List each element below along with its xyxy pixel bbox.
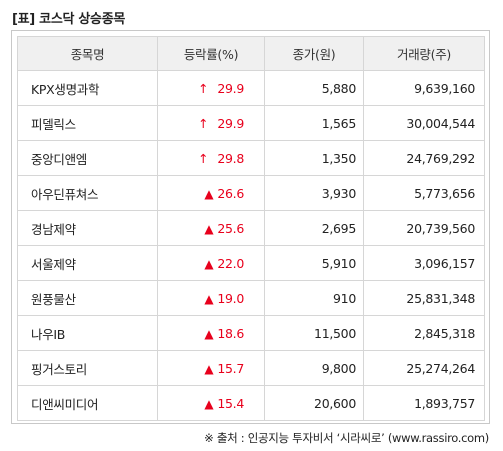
change-rate-value: 22.0 [217,255,244,271]
up-arrow-icon: ↑ [198,150,209,166]
stock-name: 중앙디앤엠 [17,140,158,176]
stock-name: 원풍물산 [17,280,158,316]
change-rate-value: 15.4 [217,395,244,411]
table-row: 서울제약 ▲ 22.0 5,910 3,096,157 [17,245,485,281]
change-rate: ↑ 29.8 [157,140,265,176]
table-row: 피델릭스 ↑ 29.9 1,565 30,004,544 [17,105,485,141]
stock-name: 피델릭스 [17,105,158,141]
up-triangle-icon: ▲ [204,396,214,411]
table-row: 중앙디앤엠 ↑ 29.8 1,350 24,769,292 [17,140,485,176]
kosdaq-gainers-table: 종목명 등락률(%) 종가(원) 거래량(주) KPX생명과학 ↑ 29.9 5,… [17,36,485,421]
trade-volume: 24,769,292 [363,140,485,176]
source-note: ※ 출처 : 인공지능 투자비서 ‘시라씨로’ (www.rassiro.com… [204,431,489,445]
close-price: 5,910 [264,245,364,281]
table-frame: 종목명 등락률(%) 종가(원) 거래량(주) KPX생명과학 ↑ 29.9 5,… [11,30,490,424]
column-header-volume: 거래량(주) [363,36,485,71]
up-triangle-icon: ▲ [204,256,214,271]
change-rate-value: 15.7 [217,360,244,376]
change-rate-value: 25.6 [217,220,244,236]
up-arrow-icon: ↑ [198,115,209,131]
close-price: 1,565 [264,105,364,141]
up-triangle-icon: ▲ [204,186,214,201]
close-price: 2,695 [264,210,364,246]
change-rate: ↑ 29.9 [157,105,265,141]
trade-volume: 25,831,348 [363,280,485,316]
trade-volume: 3,096,157 [363,245,485,281]
close-price: 5,880 [264,70,364,106]
column-header-rate: 등락률(%) [157,36,265,71]
stock-name: 디앤씨미디어 [17,385,158,421]
up-arrow-icon: ↑ [198,80,209,96]
change-rate: ▲ 19.0 [157,280,265,316]
trade-volume: 1,893,757 [363,385,485,421]
change-rate: ▲ 22.0 [157,245,265,281]
change-rate-value: 26.6 [217,185,244,201]
change-rate-value: 18.6 [217,325,244,341]
up-triangle-icon: ▲ [204,326,214,341]
trade-volume: 30,004,544 [363,105,485,141]
stock-name: 서울제약 [17,245,158,281]
column-header-price: 종가(원) [264,36,364,71]
stock-name: 경남제약 [17,210,158,246]
close-price: 3,930 [264,175,364,211]
trade-volume: 9,639,160 [363,70,485,106]
table-title: [표] 코스닥 상승종목 [12,12,126,27]
table-row: KPX생명과학 ↑ 29.9 5,880 9,639,160 [17,70,485,106]
table-row: 나우IB ▲ 18.6 11,500 2,845,318 [17,315,485,351]
change-rate-value: 29.9 [217,80,244,96]
stock-name: KPX생명과학 [17,70,158,106]
change-rate: ▲ 26.6 [157,175,265,211]
change-rate: ▲ 18.6 [157,315,265,351]
change-rate-value: 19.0 [217,290,244,306]
table-row: 원풍물산 ▲ 19.0 910 25,831,348 [17,280,485,316]
change-rate: ▲ 15.7 [157,350,265,386]
table-header-row: 종목명 등락률(%) 종가(원) 거래량(주) [17,36,485,71]
column-header-name: 종목명 [17,36,158,71]
close-price: 1,350 [264,140,364,176]
table-row: 디앤씨미디어 ▲ 15.4 20,600 1,893,757 [17,385,485,421]
change-rate: ↑ 29.9 [157,70,265,106]
close-price: 9,800 [264,350,364,386]
stock-name: 나우IB [17,315,158,351]
trade-volume: 25,274,264 [363,350,485,386]
change-rate-value: 29.9 [217,115,244,131]
up-triangle-icon: ▲ [204,291,214,306]
close-price: 20,600 [264,385,364,421]
table-row: 핑거스토리 ▲ 15.7 9,800 25,274,264 [17,350,485,386]
close-price: 11,500 [264,315,364,351]
trade-volume: 20,739,560 [363,210,485,246]
stock-name: 핑거스토리 [17,350,158,386]
table-row: 경남제약 ▲ 25.6 2,695 20,739,560 [17,210,485,246]
close-price: 910 [264,280,364,316]
table-row: 아우딘퓨쳐스 ▲ 26.6 3,930 5,773,656 [17,175,485,211]
change-rate-value: 29.8 [217,150,244,166]
change-rate: ▲ 15.4 [157,385,265,421]
trade-volume: 2,845,318 [363,315,485,351]
up-triangle-icon: ▲ [204,221,214,236]
change-rate: ▲ 25.6 [157,210,265,246]
up-triangle-icon: ▲ [204,361,214,376]
stock-name: 아우딘퓨쳐스 [17,175,158,211]
trade-volume: 5,773,656 [363,175,485,211]
